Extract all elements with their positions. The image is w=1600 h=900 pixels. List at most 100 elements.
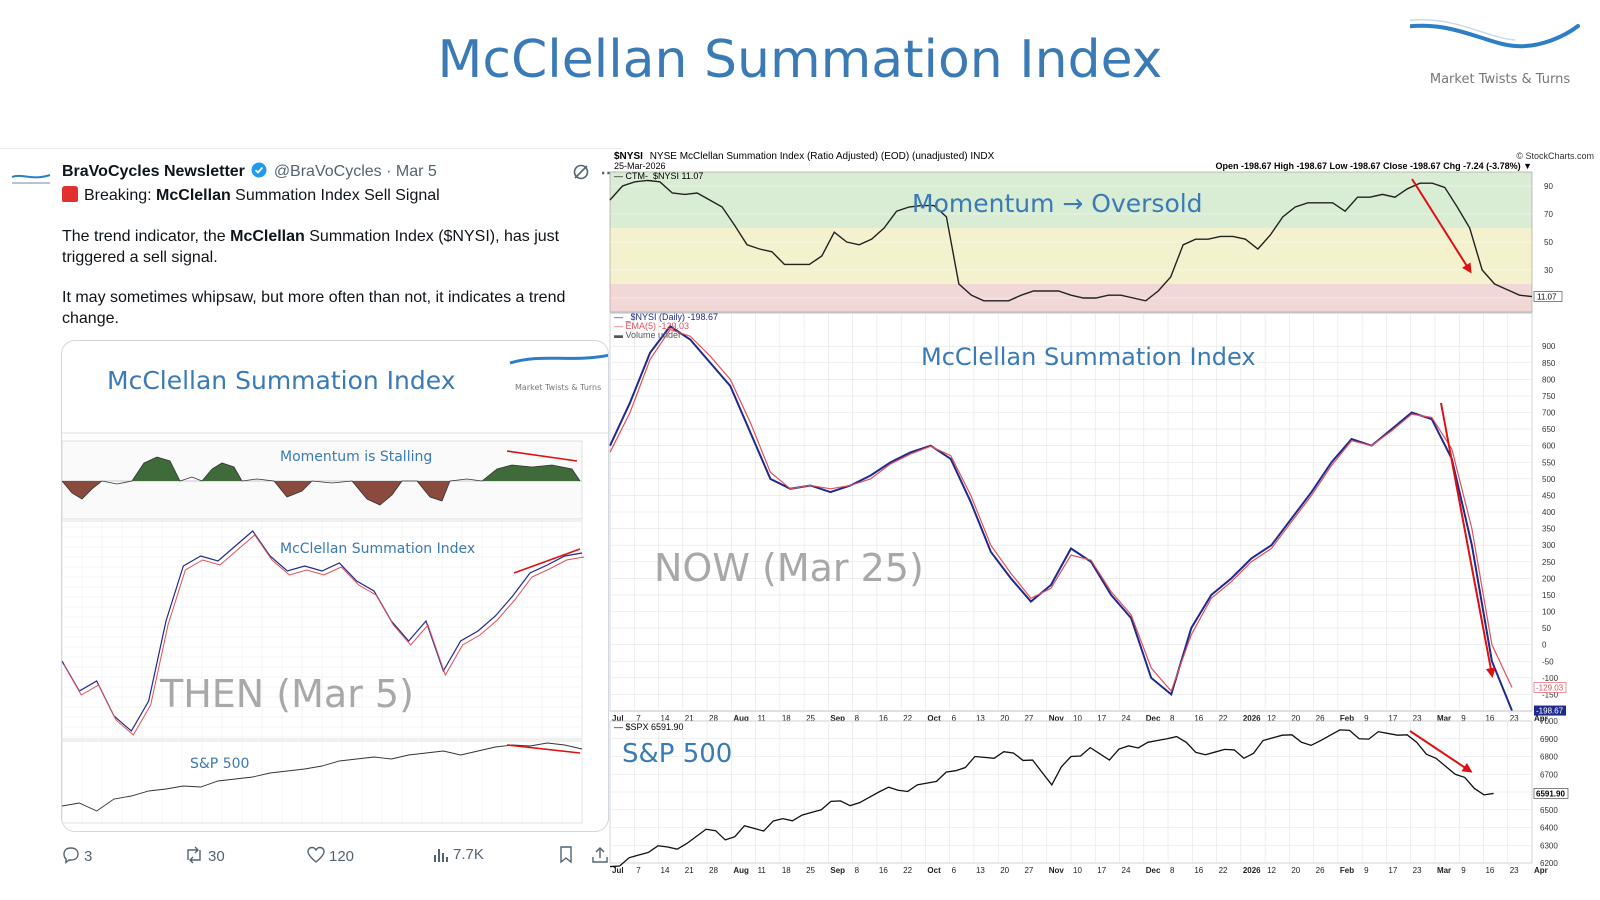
spx-x-tick-label: 16 [1485,866,1494,875]
tweet-embedded-image[interactable]: McClellan Summation Index Market Twists … [61,340,609,832]
nysi-legend: — _$NYSI (Daily) -198.67 [614,312,718,322]
spx-x-tick-label: 26 [1316,866,1325,875]
spx-x-tick-label: 20 [1000,866,1009,875]
chart-ohlc: Open -198.67 High -198.67 Low -198.67 Cl… [1215,161,1532,171]
spx-x-tick-label: Aug [733,866,749,875]
index-x-tick-label: Sep [830,714,845,723]
index-x-tick-label: 17 [1097,714,1106,723]
tweet-card: BraVoCycles Newsletter @BraVoCycles · Ma… [0,148,622,900]
analytics-icon [434,849,448,862]
author-handle[interactable]: @BraVoCycles [273,163,382,180]
index-x-tick-label: 13 [976,714,985,723]
logo-swoosh-icon [1396,19,1580,49]
index-x-tick-label: 11 [758,714,767,723]
index-x-tick-label: 16 [1485,714,1494,723]
ema-series-line [609,328,1513,693]
avatar[interactable] [10,171,52,189]
spx-tick-label: 6900 [1540,735,1558,744]
nysi-series-line [609,324,1513,711]
reply-button[interactable]: 3 [62,846,92,865]
spx-x-tick-label: 22 [1219,866,1228,875]
spx-series-line [609,729,1494,868]
index-tick-label: 650 [1542,425,1556,434]
spx-x-tick-label: 24 [1122,866,1131,875]
spx-x-tick-label: Sep [830,866,845,875]
index-annotation: McClellan Summation Index [921,343,1256,371]
index-tick-label: 900 [1542,342,1556,351]
index-tick-label: 350 [1542,525,1556,534]
embed-momentum-label: Momentum is Stalling [280,449,432,465]
ema-last-box [1533,682,1567,693]
embed-index-label: McClellan Summation Index [280,541,475,557]
index-tick-label: 600 [1542,442,1556,451]
spx-tick-label: 6200 [1540,859,1558,868]
index-tick-label: 700 [1542,409,1556,418]
spx-x-tick-label: 22 [903,866,912,875]
embed-spx-label: S&P 500 [190,756,249,772]
reply-icon [63,847,79,864]
index-tick-label: 0 [1542,641,1547,650]
spx-x-tick-label: 10 [1073,866,1082,875]
embed-logo-text: Market Twists & Turns [515,383,601,392]
index-x-tick-label: Feb [1340,714,1354,723]
spx-x-tick-label: 13 [976,866,985,875]
embed-then-label: THEN (Mar 5) [159,672,414,716]
momentum-zone-overbought [610,172,1532,228]
embed-momentum-arrow [506,450,578,462]
index-x-tick-label: 2026 [1243,714,1261,723]
spx-x-tick-label: 23 [1413,866,1422,875]
embed-spx-line [62,742,583,812]
index-x-tick-label: 16 [879,714,888,723]
embed-title: McClellan Summation Index [107,366,456,395]
index-tick-label: -150 [1542,690,1559,699]
spx-panel: 620063006400650066006700680069007000Jul7… [609,717,1569,875]
index-x-tick-label: 8 [855,714,860,723]
bookmark-icon [560,846,572,864]
spx-x-tick-label: Jul [612,866,624,875]
spx-x-tick-label: 17 [1097,866,1106,875]
spx-legend: — $SPX 6591.90 [614,722,684,732]
spx-annotation: S&P 500 [622,739,732,769]
index-x-tick-label: 7 [636,714,641,723]
spx-x-tick-label: 9 [1461,866,1466,875]
index-x-tick-label: 23 [1413,714,1422,723]
chart-header: $NYSI NYSE McClellan Summation Index (Ra… [614,151,995,162]
tweet-date[interactable]: · Mar 5 [386,163,437,180]
index-x-tick-label: 28 [709,714,718,723]
index-x-tick-label: 6 [952,714,957,723]
tweet-paragraph-2: It may sometimes whipsaw, but more often… [62,289,566,327]
author-name[interactable]: BraVoCycles Newsletter [62,163,245,180]
momentum-tick-label: 50 [1544,238,1553,247]
index-x-tick-label: 24 [1122,714,1131,723]
logo-text: Market Twists & Turns [1429,72,1571,87]
heart-icon [307,846,325,863]
embed-spx-arrow [506,744,581,754]
ema-last-value: -129.03 [1536,683,1564,692]
spx-x-tick-label: Dec [1146,866,1161,875]
index-x-tick-label: Nov [1049,714,1065,723]
share-button[interactable] [592,846,612,865]
repost-button[interactable]: 30 [184,846,225,865]
bookmark-button[interactable] [559,846,577,865]
index-x-tick-label: Apr [1534,714,1548,723]
spx-x-tick-label: 28 [709,866,718,875]
embed-momentum-neg-1 [62,481,102,499]
grok-icon[interactable] [572,163,590,181]
spx-x-tick-label: 12 [1267,866,1276,875]
embed-index-arrow [513,548,581,574]
index-x-tick-label: 18 [782,714,791,723]
index-x-tick-label: 8 [1170,714,1175,723]
index-x-tick-label: 22 [903,714,912,723]
index-tick-label: 100 [1542,608,1556,617]
index-x-tick-label: 25 [806,714,815,723]
index-x-tick-label: 20 [1000,714,1009,723]
spx-x-tick-label: 8 [1170,866,1175,875]
index-x-tick-label: 16 [1194,714,1203,723]
like-button[interactable]: 120 [307,846,354,865]
ctm-last-value: 11.07 [1537,293,1557,302]
momentum-arrow [1411,178,1472,274]
views-button[interactable]: 7.7K [433,846,484,863]
index-x-tick-label: Dec [1146,714,1161,723]
spx-x-tick-label: 11 [758,866,767,875]
index-x-tick-label: Jul [612,714,624,723]
